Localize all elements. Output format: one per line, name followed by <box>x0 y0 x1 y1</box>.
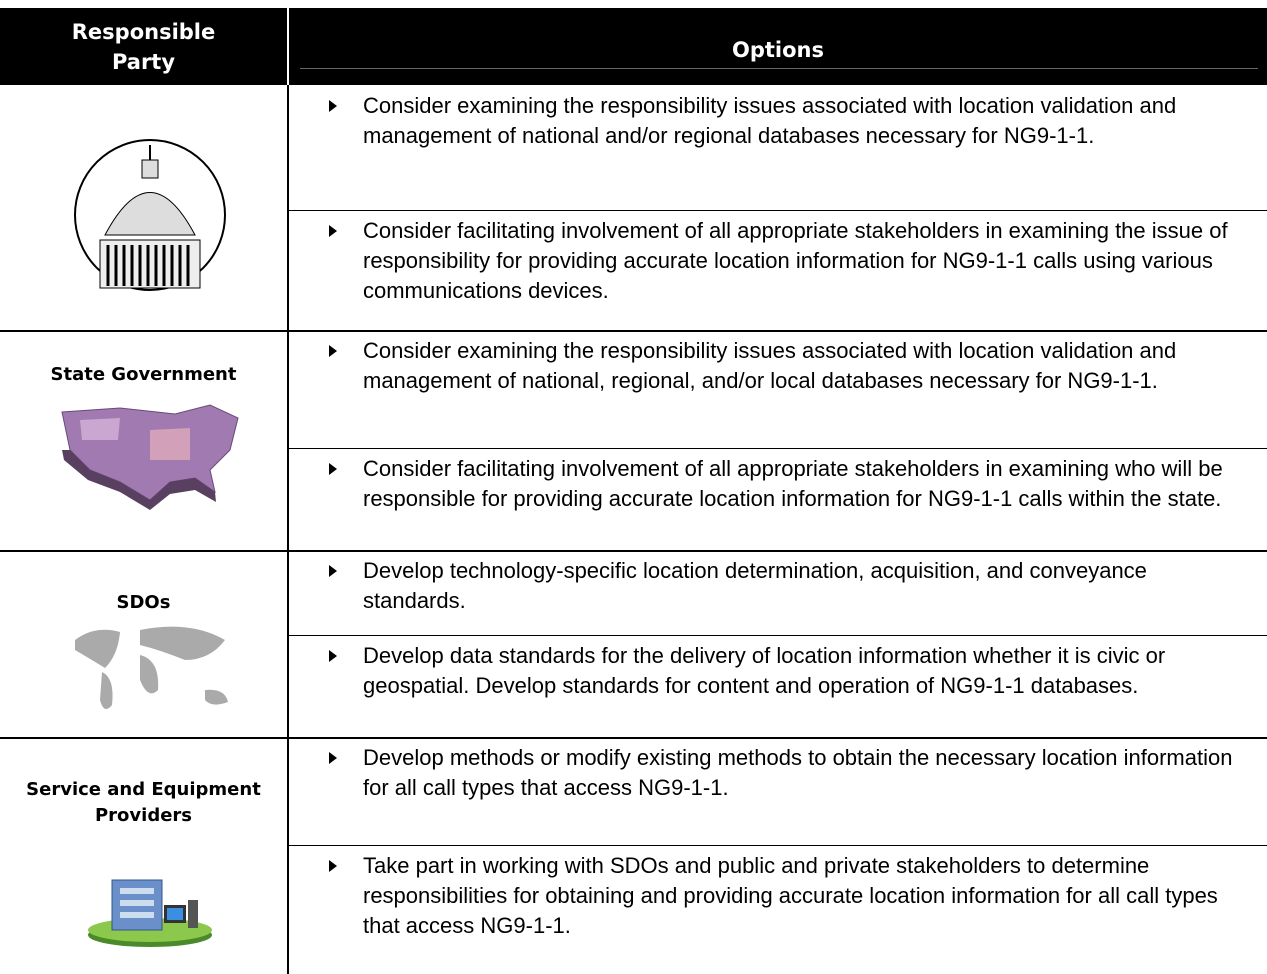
header-text: Options <box>732 37 824 62</box>
header-party: Responsible Party <box>0 8 287 85</box>
option-text: Consider examining the responsibility is… <box>289 332 1267 396</box>
option-text: Take part in working with SDOs and publi… <box>289 847 1267 941</box>
option-rule <box>289 448 1267 449</box>
option-rule <box>289 635 1267 636</box>
party-label: SDOs <box>116 592 171 613</box>
option-rule <box>289 210 1267 211</box>
world-map-icon <box>75 626 228 709</box>
header-text: Responsible Party <box>71 19 216 74</box>
group-rule <box>0 550 1267 552</box>
capitol-icon <box>74 139 226 291</box>
option-text: Develop data standards for the delivery … <box>289 637 1267 701</box>
option-text: Develop methods or modify existing metho… <box>289 739 1267 803</box>
group-rule <box>0 737 1267 739</box>
building-icon <box>88 879 212 947</box>
option-text: Develop technology-specific location det… <box>289 552 1267 616</box>
usa-map-icon <box>61 404 239 510</box>
group-rule <box>0 330 1267 332</box>
header-options: Options <box>289 8 1267 85</box>
header-rule <box>300 68 1258 69</box>
option-text: Consider examining the responsibility is… <box>289 87 1267 151</box>
option-text: Consider facilitating involvement of all… <box>289 212 1267 306</box>
column-rule <box>287 85 289 974</box>
option-rule <box>289 845 1267 846</box>
option-text: Consider facilitating involvement of all… <box>289 450 1267 514</box>
party-label: Service and Equipment Providers <box>26 779 261 826</box>
party-label: State Government <box>50 364 237 385</box>
